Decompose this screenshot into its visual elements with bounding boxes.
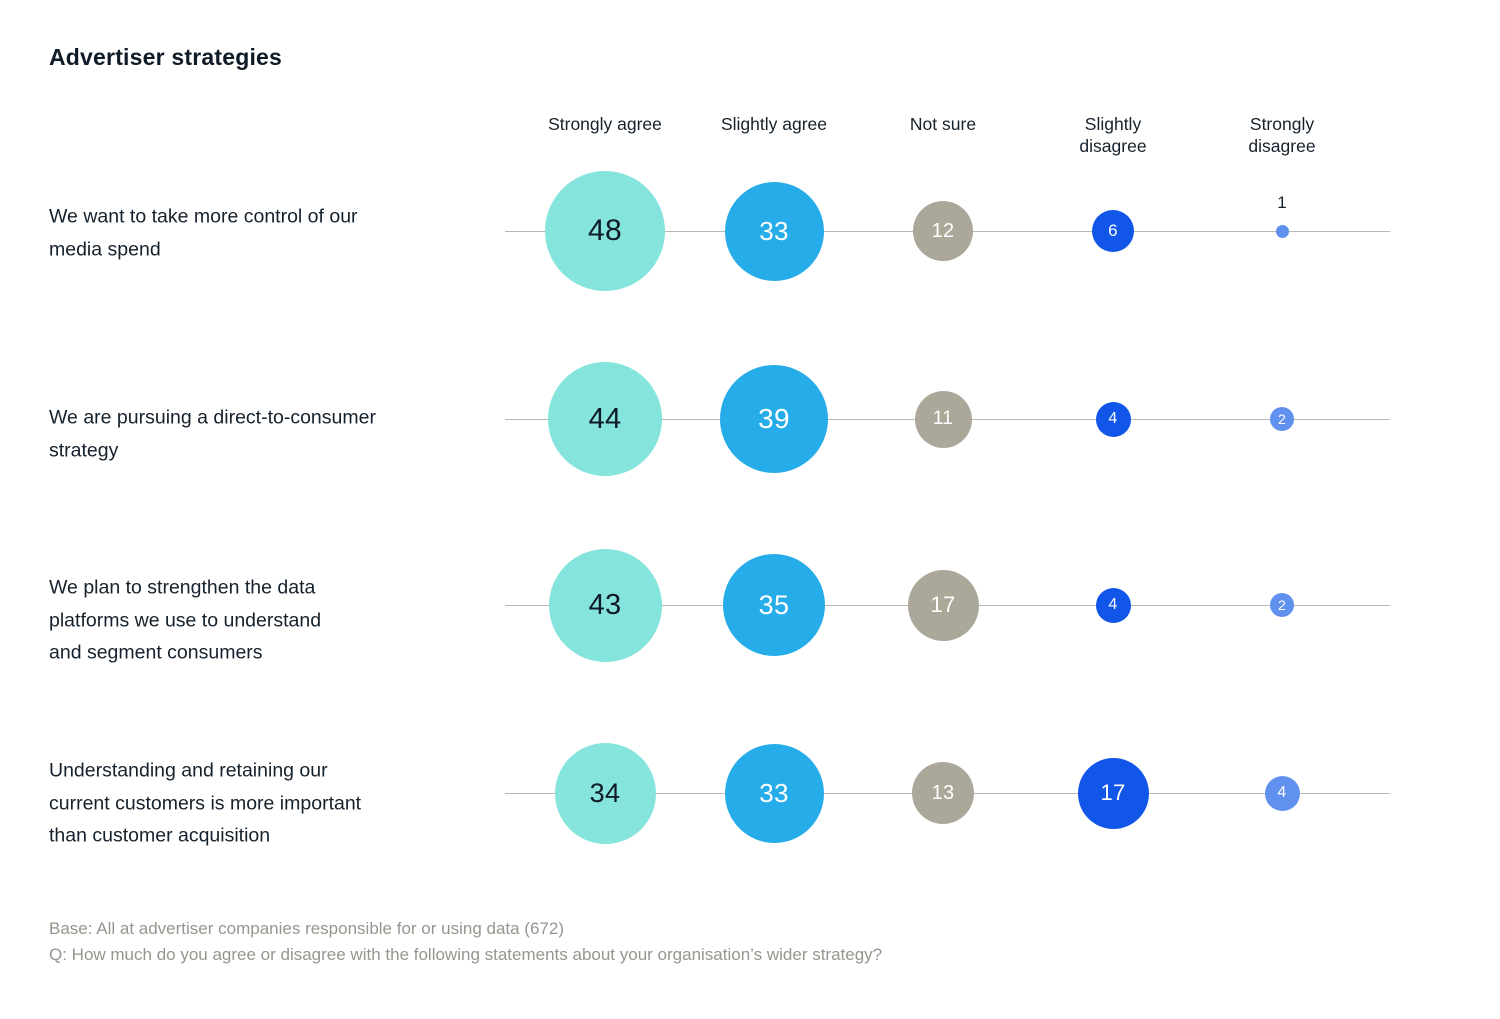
- bubble-slightly-agree: 33: [724, 743, 824, 843]
- bubble-not-sure: 17: [907, 569, 979, 641]
- column-header-slightly-agree: Slightly agree: [720, 114, 828, 134]
- page-title: Advertiser strategies: [49, 44, 283, 70]
- bubble-strongly-disagree: 2: [1270, 407, 1294, 431]
- footnote-question: Q: How much do you agree or disagree wit…: [49, 945, 883, 964]
- bubble-slightly-agree: 33: [724, 181, 824, 281]
- bubble-slightly-agree: 39: [720, 365, 828, 473]
- bubble-not-sure: 11: [914, 390, 972, 448]
- bubble-slightly-disagree: 4: [1095, 587, 1131, 623]
- row-label: Understanding and retaining our current …: [49, 759, 362, 847]
- footnote: Base: All at advertiser companies respon…: [49, 916, 882, 968]
- bubble-not-sure: 13: [912, 762, 974, 824]
- bubble-slightly-disagree: 6: [1092, 210, 1134, 252]
- column-header-strongly-disagree: Strongly disagree: [1248, 114, 1316, 156]
- bubble-slightly-disagree: 4: [1095, 401, 1131, 437]
- row-label: We want to take more control of our medi…: [49, 205, 358, 261]
- column-header-slightly-disagree: Slightly disagree: [1079, 114, 1147, 156]
- bubble-value-label: 1: [1277, 193, 1287, 212]
- bubble-strongly-disagree: 4: [1264, 775, 1300, 811]
- bubble-strongly-agree: 43: [548, 548, 662, 662]
- column-header-strongly-agree: Strongly agree: [548, 114, 662, 134]
- row-label: We plan to strengthen the data platforms…: [49, 576, 322, 664]
- bubble-strongly-agree: 48: [545, 171, 665, 291]
- bubble-strongly-disagree: 2: [1270, 593, 1294, 617]
- bubble-slightly-disagree: 17: [1077, 757, 1149, 829]
- bubble-not-sure: 12: [913, 201, 973, 261]
- bubble-strongly-agree: 44: [548, 362, 662, 476]
- bubble-strongly-agree: 34: [554, 742, 656, 844]
- footnote-base: Base: All at advertiser companies respon…: [49, 919, 564, 938]
- row-label: We are pursuing a direct-to-consumer str…: [49, 406, 376, 462]
- bubble-slightly-agree: 35: [723, 554, 825, 656]
- bubble-strongly-disagree: [1275, 224, 1289, 238]
- column-header-not-sure: Not sure: [909, 114, 977, 134]
